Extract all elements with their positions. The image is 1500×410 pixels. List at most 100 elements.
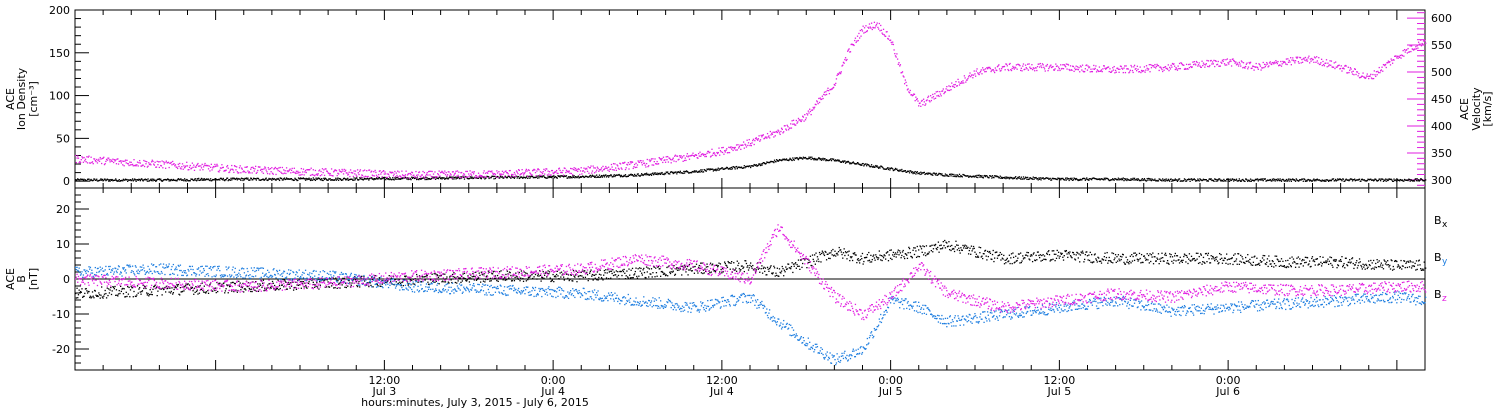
data-point bbox=[877, 26, 879, 29]
data-point bbox=[1055, 65, 1058, 68]
data-point bbox=[286, 288, 288, 290]
data-point bbox=[271, 177, 274, 180]
data-point bbox=[289, 168, 291, 170]
data-point bbox=[483, 170, 485, 172]
data-point bbox=[1358, 178, 1360, 181]
data-point bbox=[802, 158, 804, 160]
data-point bbox=[127, 285, 129, 288]
data-point bbox=[116, 158, 118, 160]
data-point bbox=[122, 164, 124, 166]
data-point bbox=[788, 267, 790, 269]
data-point bbox=[1040, 65, 1042, 67]
data-point bbox=[508, 176, 511, 178]
data-point bbox=[89, 180, 91, 182]
data-point bbox=[948, 173, 951, 176]
data-point bbox=[383, 176, 385, 179]
data-point bbox=[316, 178, 318, 181]
data-point bbox=[657, 173, 659, 176]
data-point bbox=[288, 178, 290, 180]
data-point bbox=[786, 124, 788, 126]
data-point bbox=[527, 176, 530, 178]
data-point bbox=[948, 89, 951, 92]
data-point bbox=[313, 178, 315, 181]
data-point bbox=[81, 178, 83, 180]
data-point bbox=[100, 158, 102, 160]
data-point bbox=[517, 277, 519, 280]
data-point bbox=[612, 168, 614, 171]
data-point bbox=[980, 69, 982, 71]
data-point bbox=[908, 92, 911, 94]
data-point bbox=[1361, 178, 1363, 181]
data-point bbox=[774, 275, 776, 277]
data-point bbox=[478, 175, 480, 177]
data-point bbox=[1012, 67, 1015, 69]
data-point bbox=[574, 177, 576, 179]
data-point bbox=[196, 163, 198, 166]
data-point bbox=[154, 179, 156, 181]
data-point bbox=[190, 168, 192, 170]
data-point bbox=[153, 164, 156, 166]
data-point bbox=[712, 168, 714, 170]
data-point bbox=[425, 176, 427, 179]
data-point bbox=[722, 271, 724, 273]
data-point bbox=[792, 263, 795, 265]
data-point bbox=[428, 177, 430, 180]
data-point bbox=[1362, 72, 1364, 74]
data-point bbox=[430, 177, 433, 180]
data-point bbox=[316, 174, 319, 176]
data-point bbox=[866, 163, 869, 165]
data-point bbox=[835, 159, 837, 161]
data-point bbox=[872, 26, 874, 29]
data-point bbox=[657, 265, 660, 268]
data-point bbox=[1046, 177, 1049, 179]
top-panel: 050100150200300350400450500550600ACEIon … bbox=[4, 4, 1494, 189]
data-point bbox=[248, 179, 250, 181]
data-point bbox=[861, 164, 863, 166]
data-point bbox=[629, 174, 631, 177]
data-point bbox=[269, 178, 271, 180]
data-point bbox=[856, 35, 859, 37]
data-point bbox=[726, 166, 728, 169]
data-point bbox=[496, 175, 499, 178]
data-point bbox=[1176, 180, 1179, 182]
data-point bbox=[124, 296, 127, 298]
data-point bbox=[1419, 179, 1421, 181]
data-point bbox=[1056, 178, 1058, 181]
data-point bbox=[531, 273, 533, 276]
data-point bbox=[1394, 179, 1396, 182]
data-point bbox=[327, 179, 329, 181]
data-point bbox=[703, 168, 705, 171]
data-point bbox=[840, 161, 843, 163]
data-point bbox=[1151, 178, 1153, 180]
data-point bbox=[500, 176, 502, 178]
data-point bbox=[547, 270, 549, 272]
data-point bbox=[1063, 64, 1065, 66]
data-point bbox=[418, 171, 421, 173]
data-point bbox=[509, 271, 511, 274]
data-point bbox=[596, 176, 599, 178]
data-point bbox=[461, 280, 464, 282]
data-point bbox=[771, 133, 774, 135]
data-point bbox=[448, 171, 450, 173]
data-point bbox=[895, 56, 897, 58]
data-point bbox=[768, 137, 771, 139]
data-point bbox=[218, 178, 220, 180]
data-point bbox=[939, 91, 941, 93]
data-point bbox=[1133, 66, 1135, 68]
data-point bbox=[81, 288, 83, 290]
data-point bbox=[489, 177, 492, 179]
data-point bbox=[546, 168, 548, 170]
data-point bbox=[263, 289, 265, 292]
data-point bbox=[1245, 65, 1247, 68]
data-point bbox=[210, 178, 212, 180]
data-point bbox=[255, 179, 258, 181]
data-point bbox=[629, 163, 631, 166]
data-point bbox=[90, 178, 92, 181]
data-point bbox=[871, 28, 873, 31]
data-point bbox=[688, 269, 690, 271]
data-point bbox=[399, 281, 401, 283]
data-point bbox=[240, 289, 242, 291]
data-point bbox=[416, 178, 418, 181]
data-point bbox=[1245, 63, 1248, 65]
data-point bbox=[1303, 57, 1305, 59]
